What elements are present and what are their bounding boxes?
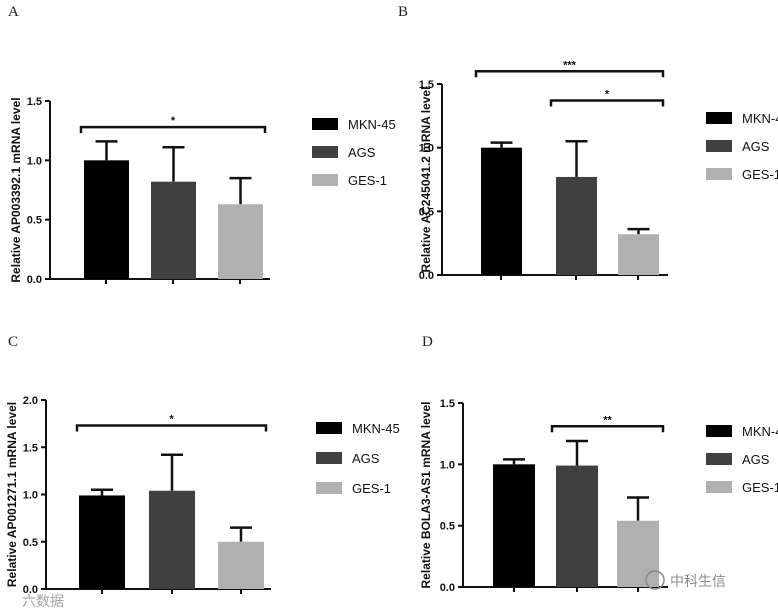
panel-a-y-tick-label: 1.5 xyxy=(27,96,42,108)
watermark-right: 中科生信 xyxy=(670,573,726,589)
panel-a-y-tick-label: 1.0 xyxy=(27,155,42,167)
panel-b-bar-ges-1 xyxy=(618,234,659,275)
panel-c-y-tick-label: 0.0 xyxy=(23,584,38,596)
panel-d-legend-swatch-0 xyxy=(706,425,732,437)
panel-d-y-tick-label: 1.0 xyxy=(440,459,455,471)
panel-c-sig-bracket-0 xyxy=(75,424,268,432)
panel-b-y-axis-label: Relative AC245041.2 mRNA level xyxy=(419,87,433,273)
panel-d-y-tick-label: 0.0 xyxy=(440,582,455,594)
panel-c-legend-label-0: MKN-45 xyxy=(352,421,400,436)
panel-b-y-tick-label: 1.0 xyxy=(419,143,434,155)
panel-b-bar-ags xyxy=(556,176,597,275)
panel-b-y-tick-label: 0.0 xyxy=(419,270,434,282)
panel-b-legend-label-1: AGS xyxy=(742,139,770,154)
panel-a-y-tick-label: 0.5 xyxy=(27,215,42,227)
watermark-logo-icon xyxy=(645,570,665,590)
panel-d-sig-label-0: ** xyxy=(603,414,612,426)
panel-a-legend-label-0: MKN-45 xyxy=(348,117,396,132)
panel-a-legend-label-1: AGS xyxy=(348,145,376,160)
panel-a-bar-ges-1 xyxy=(218,204,263,279)
panel-c-y-tick-label: 0.5 xyxy=(23,537,38,549)
panel-d-bar-ags xyxy=(556,465,598,587)
panel-c-y-axis-label: Relative AP001271.1 mRNA level xyxy=(5,402,19,587)
panel-d-legend-label-0: MKN-45 xyxy=(742,424,778,439)
panel-a-legend-swatch-2 xyxy=(312,174,338,186)
panel-a-sig-label-0: * xyxy=(171,115,176,127)
panel-b-y-tick-label: 0.5 xyxy=(419,206,434,218)
panel-d-y-tick-label: 1.5 xyxy=(440,398,455,410)
panel-b-legend-label-0: MKN-45 xyxy=(742,111,778,126)
panel-c-bar-ags xyxy=(149,490,195,589)
panel-c-letter: C xyxy=(8,334,18,350)
panel-d-y-tick-label: 0.5 xyxy=(440,521,455,533)
panel-b-sig-label-0: *** xyxy=(563,59,577,71)
panel-b-legend-swatch-0 xyxy=(706,112,732,124)
panel-a-legend-swatch-1 xyxy=(312,146,338,158)
panel-c-legend-swatch-1 xyxy=(316,452,342,464)
panel-b-legend-swatch-1 xyxy=(706,140,732,152)
panel-b-y-tick-label: 1.5 xyxy=(419,79,434,91)
panel-a-legend-label-2: GES-1 xyxy=(348,173,387,188)
panel-d-legend-label-1: AGS xyxy=(742,452,770,467)
panel-d-legend-swatch-1 xyxy=(706,453,732,465)
panel-b-sig-bracket-1 xyxy=(549,99,665,107)
panel-c-legend-swatch-2 xyxy=(316,482,342,494)
panel-d-letter: D xyxy=(422,334,433,350)
panel-c-legend-swatch-0 xyxy=(316,422,342,434)
panel-c-legend-label-2: GES-1 xyxy=(352,481,391,496)
watermark-left: 六数据 xyxy=(22,593,64,609)
panel-a-y-tick-label: 0.0 xyxy=(27,274,42,286)
panel-b-legend-label-2: GES-1 xyxy=(742,167,778,182)
panel-a-bar-mkn-45 xyxy=(84,160,129,279)
panel-d-legend-swatch-2 xyxy=(706,481,732,493)
panel-a-letter: A xyxy=(8,4,19,20)
panel-b-bar-mkn-45 xyxy=(481,147,522,275)
panel-a-legend-swatch-0 xyxy=(312,118,338,130)
panel-d-legend-label-2: GES-1 xyxy=(742,480,778,495)
panel-c-legend-label-1: AGS xyxy=(352,451,380,466)
panel-d-bar-mkn-45 xyxy=(493,464,535,587)
panel-c-y-tick-label: 2.0 xyxy=(23,395,38,407)
panel-b-letter: B xyxy=(398,4,408,20)
panel-a-sig-bracket-0 xyxy=(79,125,267,134)
panel-b-sig-label-1: * xyxy=(605,89,610,101)
panel-d-sig-bracket-0 xyxy=(550,425,665,433)
panel-d-bar-ges-1 xyxy=(617,520,659,587)
panel-c-bar-mkn-45 xyxy=(79,495,125,589)
panel-b-sig-bracket-0 xyxy=(474,70,665,78)
panel-a-bar-ags xyxy=(151,181,196,279)
panel-d-y-axis-label: Relative BOLA3-AS1 mRNA level xyxy=(419,402,433,589)
panel-c-y-tick-label: 1.5 xyxy=(23,442,38,454)
panel-b-legend-swatch-2 xyxy=(706,168,732,180)
panel-a-y-axis-label: Relative AP003392.1 mRNA level xyxy=(9,97,23,282)
panel-c-y-tick-label: 1.0 xyxy=(23,490,38,502)
panel-c-bar-ges-1 xyxy=(218,541,264,589)
panel-c-sig-label-0: * xyxy=(169,414,174,426)
